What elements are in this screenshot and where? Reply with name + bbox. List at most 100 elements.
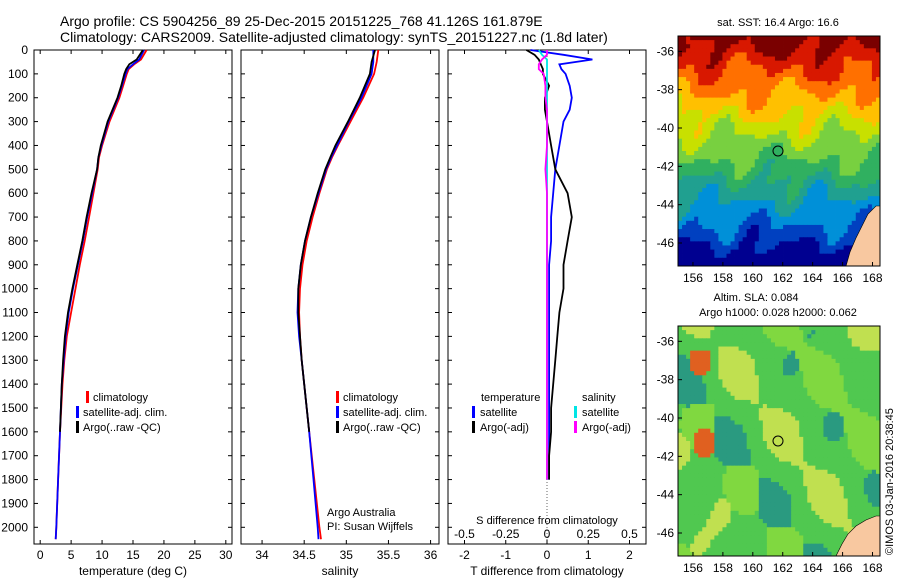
map-cell bbox=[847, 465, 853, 471]
map-cell bbox=[742, 371, 748, 376]
map-cell bbox=[875, 350, 881, 356]
map-cell bbox=[815, 200, 820, 205]
map-cell bbox=[686, 387, 691, 393]
map-cell bbox=[811, 126, 816, 131]
map-cell bbox=[746, 404, 752, 409]
map-cell bbox=[702, 257, 707, 263]
map-cell bbox=[766, 358, 772, 364]
map-cell bbox=[730, 379, 735, 384]
map-cell bbox=[766, 56, 772, 62]
map-cell bbox=[823, 457, 828, 462]
map-cell bbox=[746, 212, 752, 218]
legend-label: Argo(-adj) bbox=[582, 422, 631, 434]
map-cell bbox=[815, 387, 820, 393]
map-cell bbox=[807, 358, 812, 364]
map-cell bbox=[835, 220, 840, 226]
map-cell bbox=[686, 350, 691, 356]
map-cell bbox=[718, 371, 723, 376]
map-cell bbox=[799, 362, 804, 368]
map-cell bbox=[839, 436, 845, 442]
map-cell bbox=[734, 93, 739, 99]
series-line-argo-adj- bbox=[537, 50, 548, 480]
map-cell bbox=[766, 408, 772, 413]
map-cell bbox=[754, 457, 760, 462]
map-cell bbox=[706, 383, 711, 389]
map-cell bbox=[750, 334, 756, 339]
map-cell bbox=[851, 52, 857, 57]
x-tick-label: 25 bbox=[188, 548, 202, 562]
map-cell bbox=[758, 457, 764, 462]
map-cell bbox=[779, 383, 784, 389]
map-cell bbox=[799, 56, 804, 62]
map-cell bbox=[730, 138, 735, 144]
map-cell bbox=[835, 457, 840, 462]
map-cell bbox=[859, 404, 865, 409]
map-cell bbox=[762, 44, 768, 49]
map-cell bbox=[855, 220, 861, 226]
map-cell bbox=[831, 399, 836, 405]
map-cell bbox=[734, 379, 739, 384]
map-cell bbox=[783, 187, 788, 193]
map-cell bbox=[871, 342, 877, 347]
map-cell bbox=[770, 89, 776, 94]
map-cell bbox=[750, 449, 756, 454]
map-cell bbox=[694, 412, 699, 417]
map-cell bbox=[678, 350, 683, 356]
map-cell bbox=[851, 445, 857, 450]
map-cell bbox=[823, 101, 828, 107]
map-cell bbox=[714, 155, 719, 160]
map-cell bbox=[859, 424, 865, 430]
map-cell bbox=[702, 432, 707, 438]
map-cell bbox=[795, 237, 800, 242]
map-cell bbox=[811, 101, 816, 107]
map-cell bbox=[730, 453, 735, 458]
map-cell bbox=[730, 151, 735, 156]
map-cell bbox=[819, 192, 824, 197]
map-cell bbox=[682, 138, 687, 144]
map-cell bbox=[863, 179, 869, 185]
map-cell bbox=[783, 109, 788, 115]
map-cell bbox=[795, 245, 800, 250]
map-cell bbox=[831, 171, 836, 177]
map-cell bbox=[807, 105, 812, 111]
map-cell bbox=[770, 362, 776, 368]
map-cell bbox=[742, 441, 748, 446]
map-cell bbox=[770, 375, 776, 380]
map-cell bbox=[811, 183, 816, 189]
map-cell bbox=[791, 391, 796, 397]
map-cell bbox=[779, 399, 784, 405]
map-cell bbox=[871, 404, 877, 409]
map-cell bbox=[718, 432, 723, 438]
map-cell bbox=[686, 93, 691, 99]
map-cell bbox=[863, 171, 869, 177]
map-cell bbox=[774, 192, 780, 197]
map-cell bbox=[799, 167, 804, 172]
map-cell bbox=[783, 130, 788, 135]
map-cell bbox=[787, 93, 792, 99]
map-cell bbox=[795, 68, 800, 74]
map-cell bbox=[835, 93, 840, 99]
map-cell bbox=[791, 237, 796, 242]
map-cell bbox=[758, 216, 764, 222]
map-cell bbox=[706, 142, 711, 148]
depth-tick-label: 400 bbox=[8, 138, 28, 152]
map-cell bbox=[875, 175, 881, 181]
map-cell bbox=[867, 387, 873, 393]
map-cell bbox=[851, 350, 857, 356]
map-cell bbox=[871, 465, 877, 471]
map-cell bbox=[807, 334, 812, 339]
map-cell bbox=[815, 224, 820, 230]
map-cell bbox=[774, 346, 780, 352]
map-cell bbox=[714, 208, 719, 214]
map-cell bbox=[871, 155, 877, 160]
map-cell bbox=[726, 465, 731, 471]
map-cell bbox=[694, 85, 699, 90]
map-cell bbox=[718, 179, 723, 185]
map-cell bbox=[734, 64, 739, 70]
map-cell bbox=[706, 249, 711, 255]
map-cell bbox=[706, 44, 711, 49]
map-cell bbox=[787, 216, 792, 222]
map-cell bbox=[843, 114, 849, 119]
map-cell bbox=[823, 408, 828, 413]
map-cell bbox=[843, 469, 849, 475]
